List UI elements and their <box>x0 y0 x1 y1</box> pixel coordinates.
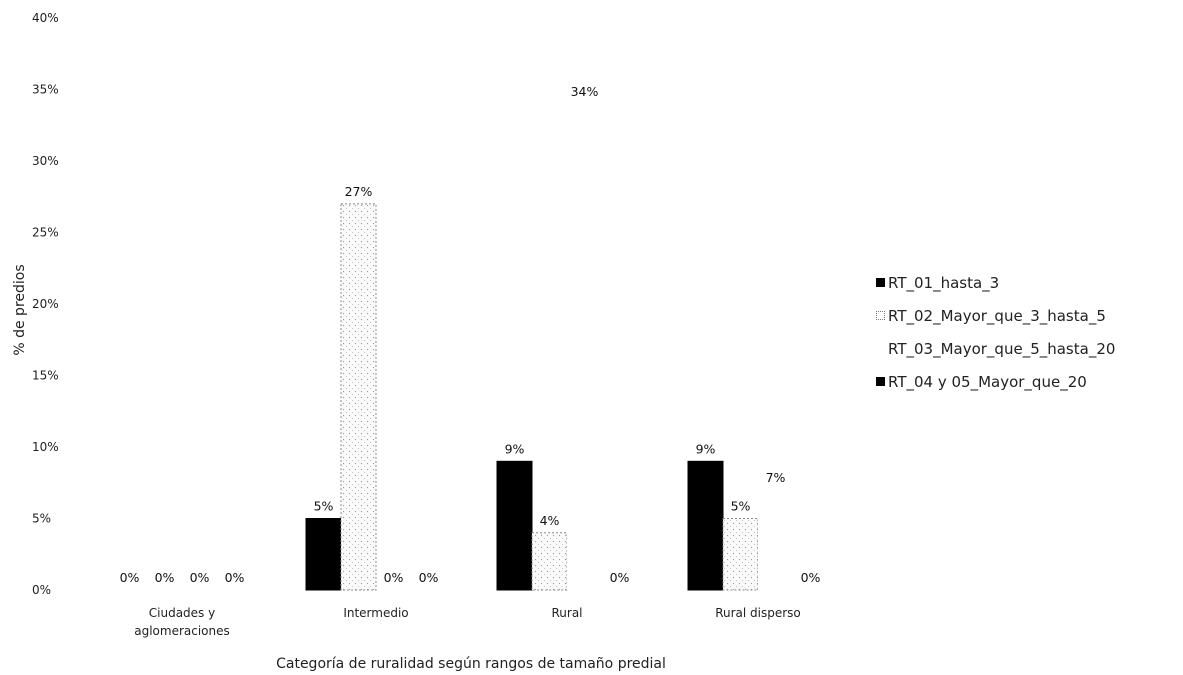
legend-label: RT_01_hasta_3 <box>888 273 1000 292</box>
legend-label: RT_03_Mayor_que_5_hasta_20 <box>888 339 1116 358</box>
bar <box>305 518 342 591</box>
legend-item: RT_04 y 05_Mayor_que_20 <box>876 365 1115 398</box>
category-label-line: Rural disperso <box>715 606 801 620</box>
bar <box>722 518 759 591</box>
legend-swatch <box>876 344 885 353</box>
bars <box>305 103 793 591</box>
legend-item: RT_01_hasta_3 <box>876 266 1115 299</box>
bar <box>758 489 793 590</box>
data-label: 0% <box>225 570 245 585</box>
data-label: 0% <box>120 570 140 585</box>
category-label-line: Intermedio <box>343 606 408 620</box>
bar <box>531 532 568 591</box>
y-tick-label: 25% <box>32 226 59 240</box>
data-label: 7% <box>766 470 786 485</box>
y-tick-label: 5% <box>32 512 51 526</box>
data-label: 0% <box>190 570 210 585</box>
data-label: 5% <box>731 499 751 514</box>
y-tick-label: 10% <box>32 440 59 454</box>
y-tick-label: 15% <box>32 369 59 383</box>
category-label: Rural disperso <box>715 606 801 620</box>
category-label: Rural <box>551 606 582 620</box>
legend-swatch <box>876 377 885 386</box>
category-label-line: aglomeraciones <box>134 624 230 638</box>
x-axis-title: Categoría de ruralidad según rangos de t… <box>276 656 666 672</box>
data-label: 9% <box>505 441 525 456</box>
data-label: 0% <box>155 570 175 585</box>
data-label: 5% <box>314 499 334 514</box>
y-tick-label: 20% <box>32 297 59 311</box>
data-label: 0% <box>610 570 630 585</box>
y-tick-label: 30% <box>32 154 59 168</box>
data-label: 27% <box>345 184 373 199</box>
category-label-line: Rural <box>551 606 582 620</box>
category-labels: Ciudades y aglomeraciones Intermedio Rural R… <box>134 606 801 638</box>
data-label: 9% <box>696 441 716 456</box>
legend: RT_01_hasta_3 RT_02_Mayor_que_3_hasta_5 RT… <box>876 266 1115 398</box>
legend-swatch <box>876 278 885 287</box>
legend-label: RT_02_Mayor_que_3_hasta_5 <box>888 306 1106 325</box>
data-labels: 0% 5% 9% 9% 0% 27% 4% 5% 0% 0% 34% 7% 0% 0% 0% 0% <box>120 84 821 585</box>
legend-item: RT_03_Mayor_que_5_hasta_20 <box>876 332 1115 365</box>
y-tick-label: 0% <box>32 583 51 597</box>
category-label: Intermedio <box>343 606 408 620</box>
category-label-line: Ciudades y <box>149 606 215 620</box>
legend-item: RT_02_Mayor_que_3_hasta_5 <box>876 299 1115 332</box>
data-label: 0% <box>419 570 439 585</box>
bar <box>567 103 602 591</box>
bar <box>687 460 724 591</box>
y-tick-label: 35% <box>32 83 59 97</box>
legend-swatch <box>876 311 885 320</box>
y-axis-ticks: 0% 5% 10% 15% 20% 25% 30% 35% 40% <box>32 11 59 597</box>
category-label: Ciudades y aglomeraciones <box>134 606 230 638</box>
y-axis-title: % de predios <box>12 264 28 355</box>
bar <box>340 203 377 591</box>
bar <box>496 460 533 591</box>
legend-label: RT_04 y 05_Mayor_que_20 <box>888 372 1087 391</box>
data-label: 4% <box>540 513 560 528</box>
data-label: 0% <box>801 570 821 585</box>
y-tick-label: 40% <box>32 11 59 25</box>
data-label: 34% <box>571 84 599 99</box>
data-label: 0% <box>384 570 404 585</box>
